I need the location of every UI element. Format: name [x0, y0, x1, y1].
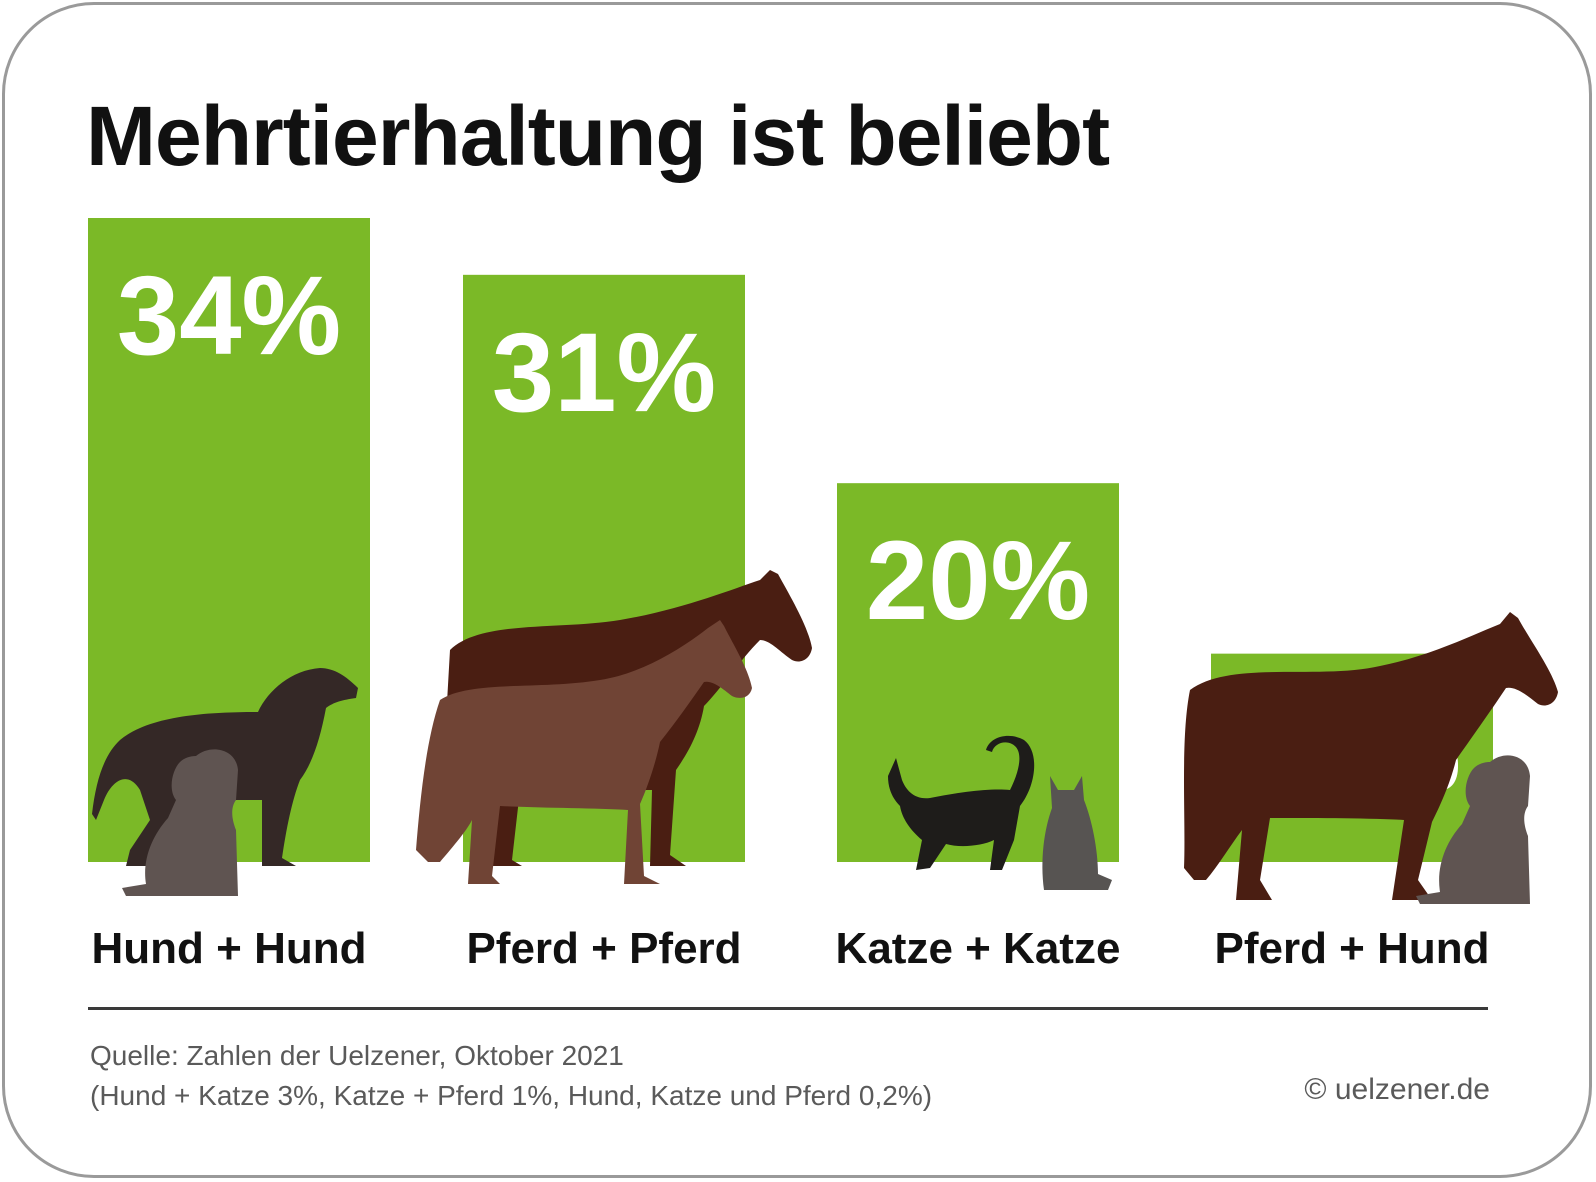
value-label-1: 34%	[117, 253, 341, 378]
value-label-2: 31%	[492, 310, 716, 435]
cat-icon	[1042, 776, 1112, 890]
cat-icon	[888, 735, 1035, 870]
puppy-icon	[122, 749, 238, 896]
puppy-icon	[1416, 755, 1530, 904]
source-note: Quelle: Zahlen der Uelzener, Oktober 202…	[90, 1036, 932, 1116]
copyright: © uelzener.de	[1304, 1073, 1490, 1106]
source-line-1: Quelle: Zahlen der Uelzener, Oktober 202…	[90, 1040, 624, 1071]
category-label-4: Pferd + Hund	[1214, 924, 1489, 973]
source-line-2: (Hund + Katze 3%, Katze + Pferd 1%, Hund…	[90, 1080, 933, 1111]
horse-icon	[416, 620, 752, 884]
category-label-2: Pferd + Pferd	[466, 924, 741, 973]
divider-line	[88, 1007, 1488, 1010]
category-label-1: Hund + Hund	[92, 924, 367, 973]
chart-title: Mehrtierhaltung ist beliebt	[86, 89, 1110, 183]
category-label-3: Katze + Katze	[836, 924, 1121, 973]
value-label-3: 20%	[866, 518, 1090, 643]
horse-icon	[1184, 612, 1558, 900]
